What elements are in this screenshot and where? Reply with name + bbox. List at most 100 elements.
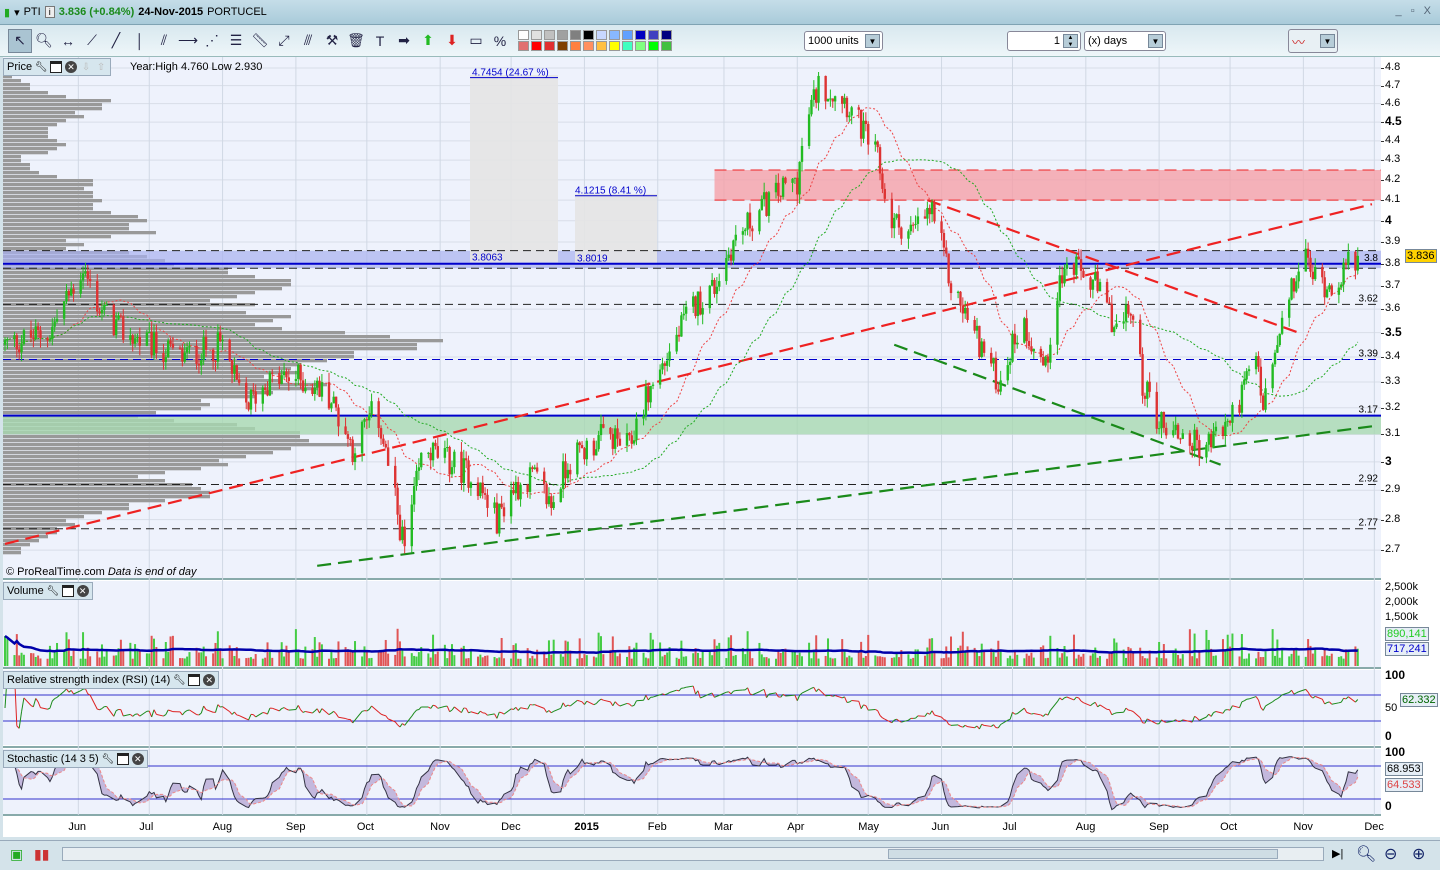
color-swatch[interactable] bbox=[544, 30, 555, 40]
trash-icon[interactable]: 🗑︎ bbox=[347, 32, 365, 48]
indicators-button[interactable]: 〰 ▼ bbox=[1288, 29, 1338, 53]
symbol[interactable]: PTI bbox=[23, 6, 41, 18]
close-icon[interactable]: ✕ bbox=[76, 585, 89, 597]
scrollbar-thumb[interactable] bbox=[888, 849, 1278, 859]
color-swatch[interactable] bbox=[557, 30, 568, 40]
color-swatch[interactable] bbox=[531, 30, 542, 40]
arrow-right-icon[interactable]: ➡ bbox=[398, 32, 410, 48]
tools-hammer-icon[interactable]: ⚒ bbox=[325, 32, 339, 48]
wrench-icon[interactable]: 🔧︎ bbox=[46, 585, 60, 597]
zoom-out-icon[interactable]: ⊖ bbox=[1384, 846, 1398, 863]
color-swatch[interactable] bbox=[622, 41, 633, 51]
symbol-dropdown-icon[interactable]: ▾ bbox=[14, 6, 20, 19]
chart-icon[interactable]: ▣ bbox=[10, 846, 24, 862]
chevron-down-icon[interactable]: ▼ bbox=[1148, 34, 1163, 48]
color-swatch[interactable] bbox=[583, 30, 594, 40]
rsi-line bbox=[63, 688, 67, 692]
scroll-end-icon[interactable]: ▶| bbox=[1332, 848, 1344, 860]
channel-icon[interactable]: ⫽ bbox=[160, 32, 168, 48]
fan-icon[interactable]: ⋰ bbox=[205, 32, 219, 48]
color-swatch[interactable] bbox=[570, 30, 581, 40]
candles-icon[interactable]: ▮▮ bbox=[34, 846, 50, 862]
close-icon[interactable]: ✕ bbox=[203, 674, 216, 686]
color-swatch[interactable] bbox=[648, 41, 659, 51]
close-icon[interactable]: ✕ bbox=[65, 61, 78, 73]
color-swatch[interactable] bbox=[596, 41, 607, 51]
color-swatch[interactable] bbox=[635, 41, 646, 51]
volume-bar bbox=[536, 649, 539, 666]
zoom-in-icon[interactable]: ⊕ bbox=[1412, 846, 1426, 863]
rectangle-icon[interactable]: ▭ bbox=[469, 32, 483, 48]
vertical-line-icon[interactable]: │ bbox=[135, 32, 145, 49]
window-buttons[interactable]: _ ▫ X bbox=[1395, 5, 1434, 17]
period-unit-select[interactable]: (x) days ▼ bbox=[1084, 31, 1166, 51]
color-swatch[interactable] bbox=[570, 41, 581, 51]
zoom-fit-icon[interactable]: 🔍︎ bbox=[1356, 846, 1377, 863]
color-swatch[interactable] bbox=[596, 30, 607, 40]
window-icon[interactable] bbox=[188, 674, 201, 686]
info-icon[interactable]: i bbox=[44, 6, 55, 18]
text-icon[interactable]: T bbox=[375, 32, 385, 49]
candle-body bbox=[531, 467, 534, 470]
color-swatch[interactable] bbox=[622, 30, 633, 40]
line-icon[interactable]: ╱ bbox=[111, 32, 121, 48]
color-swatch[interactable] bbox=[518, 41, 529, 51]
wrench-icon[interactable]: 🔧︎ bbox=[172, 674, 186, 686]
color-swatch[interactable] bbox=[583, 41, 594, 51]
candle-body bbox=[268, 372, 272, 396]
candle-body bbox=[396, 487, 399, 515]
chart-area[interactable]: 4.7454 (24.67 %) 4.1215 (8.41 %) 3.8063 3.8… bbox=[3, 57, 1381, 837]
candle-body bbox=[247, 402, 250, 410]
chevron-down-icon[interactable]: ▼ bbox=[1320, 34, 1335, 48]
arrow-up-icon[interactable]: ⬆ bbox=[422, 32, 434, 48]
color-swatch[interactable] bbox=[557, 41, 568, 51]
segment-icon[interactable]: ⟋ bbox=[87, 32, 97, 48]
volume-bar bbox=[6, 639, 9, 666]
chevron-down-icon[interactable]: ▼ bbox=[865, 34, 880, 48]
candle-body bbox=[907, 231, 910, 239]
color-swatch[interactable] bbox=[544, 41, 555, 51]
chart-canvas[interactable]: 4.7454 (24.67 %) 4.1215 (8.41 %) 3.8063 3.8… bbox=[3, 57, 1381, 837]
volume-profile-bar bbox=[3, 523, 75, 527]
window-icon[interactable] bbox=[50, 61, 63, 73]
rsi-line bbox=[633, 700, 637, 706]
color-swatch[interactable] bbox=[609, 30, 620, 40]
period-stepper[interactable]: 1 ▲ ▼ bbox=[1007, 31, 1081, 51]
volume-bar bbox=[1340, 656, 1343, 666]
percent-icon[interactable]: % bbox=[493, 32, 507, 49]
move-up-icon[interactable]: ⇧ bbox=[96, 61, 106, 73]
volume-profile-bar bbox=[3, 335, 390, 339]
color-swatch[interactable] bbox=[635, 30, 646, 40]
color-swatch[interactable] bbox=[661, 30, 672, 40]
candle-body bbox=[666, 360, 669, 366]
close-icon[interactable]: ✕ bbox=[131, 753, 144, 765]
color-swatch[interactable] bbox=[531, 41, 542, 51]
wrench-icon[interactable]: 🔧︎ bbox=[34, 61, 48, 73]
volume-bar bbox=[843, 650, 846, 666]
pointer-icon[interactable]: ↖ bbox=[8, 28, 32, 53]
window-icon[interactable] bbox=[61, 585, 74, 597]
color-swatch[interactable] bbox=[609, 41, 620, 51]
window-icon[interactable] bbox=[116, 753, 129, 765]
fibonacci-icon[interactable]: ☰ bbox=[229, 32, 243, 48]
color-swatch[interactable] bbox=[518, 30, 529, 40]
candle-body bbox=[1344, 262, 1348, 265]
point-to-point-icon[interactable]: ⤢ bbox=[278, 32, 290, 48]
half-line-icon[interactable]: ⟶ bbox=[177, 32, 199, 48]
stepper-icon[interactable]: ▲ ▼ bbox=[1063, 34, 1078, 48]
rsi-line bbox=[501, 712, 505, 715]
right-axis[interactable]: 2,500k 2,000k 1,500k 890,141 717,241 100… bbox=[1381, 57, 1440, 837]
units-select[interactable]: 1000 units ▼ bbox=[804, 31, 883, 51]
horizontal-scrollbar[interactable] bbox=[62, 847, 1324, 861]
horizontal-line-icon[interactable]: ↔ bbox=[61, 32, 75, 49]
wrench-icon[interactable]: 🔧︎ bbox=[101, 753, 115, 765]
volume-bar bbox=[1259, 657, 1262, 666]
ruler-icon[interactable]: 📏︎ bbox=[251, 32, 269, 48]
parallel-icon[interactable]: ⫻ bbox=[303, 32, 313, 48]
arrow-down-icon[interactable]: ⬇ bbox=[446, 32, 458, 48]
color-swatch[interactable] bbox=[661, 41, 672, 51]
color-swatch[interactable] bbox=[648, 30, 659, 40]
zoom-icon[interactable]: 🔍︎ bbox=[35, 32, 53, 48]
move-down-icon[interactable]: ⇩ bbox=[81, 61, 91, 73]
volume-profile-bar bbox=[3, 347, 417, 351]
